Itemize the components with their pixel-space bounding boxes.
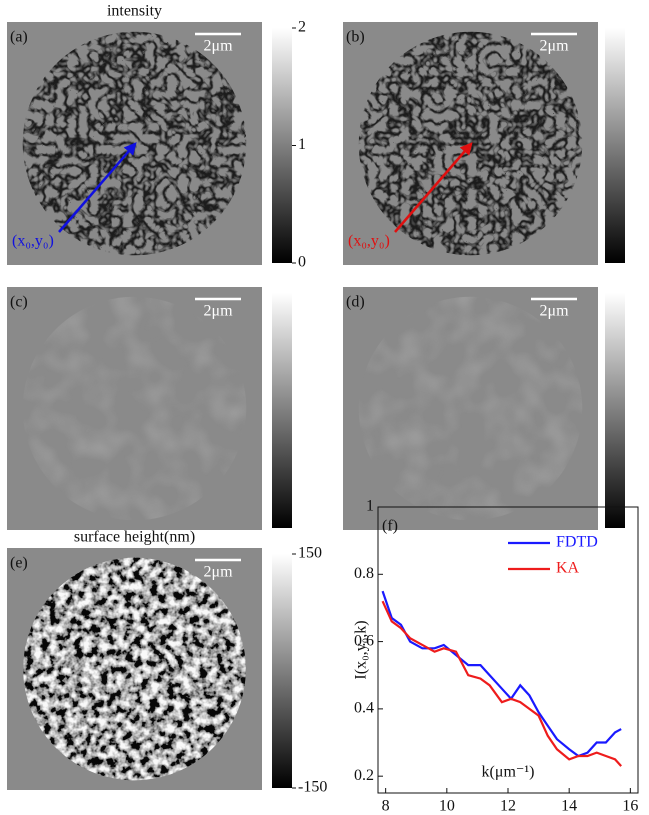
x-tick-label: 16 [622,798,638,815]
annotation: (x₀,y₀) [348,233,390,250]
colorbar-tick-label: 150 [298,545,322,562]
image-texture [22,296,247,521]
x-axis-label: k(μm⁻¹) [482,764,535,781]
colorbar [272,28,292,263]
panel-label: (f) [382,518,398,535]
legend-label: FDTD [556,534,598,551]
legend-label: KA [556,560,580,577]
y-tick-label: 1 [366,498,374,515]
image-texture [23,557,246,781]
x-tick-label: 14 [561,798,577,815]
arrow [58,142,137,233]
panel-label: (b) [346,29,365,46]
colorbar [605,28,625,263]
panel-label: (e) [10,555,28,572]
colorbar-tick-label: 1 [298,136,306,153]
image-texture [358,296,583,521]
panel-label: (d) [346,294,365,311]
colorbar [272,293,292,528]
colorbar [272,554,292,788]
y-axis-label: I(x₀,y₀,k) [353,620,370,679]
panel-label: (c) [10,294,28,311]
panel-label: (a) [10,29,28,46]
y-tick-label: 0.2 [354,767,374,784]
scale-bar-label: 2μm [203,38,233,55]
colorbar-tick-label: 2 [298,19,306,36]
x-tick-label: 12 [500,798,516,815]
arrow [394,142,473,233]
line-series [381,600,622,767]
annotation: (x₀,y₀) [12,233,54,250]
scale-bar-label: 2μm [539,303,569,320]
colorbar [605,293,625,528]
scale-bar-label: 2μm [203,564,233,581]
y-tick-label: 0.4 [354,700,374,717]
x-tick-label: 8 [382,798,390,815]
y-tick-label: 0.6 [354,632,374,649]
colorbar-tick-label: -150 [298,779,327,796]
y-tick-label: 0.8 [354,565,374,582]
plot-frame [377,506,639,794]
panel-title: intensity [107,3,162,20]
panel-title: surface height(nm) [74,529,195,546]
scale-bar-label: 2μm [203,303,233,320]
colorbar-tick-label: 0 [298,254,306,271]
scale-bar-label: 2μm [539,38,569,55]
line-series [381,590,622,758]
x-tick-label: 10 [439,798,455,815]
